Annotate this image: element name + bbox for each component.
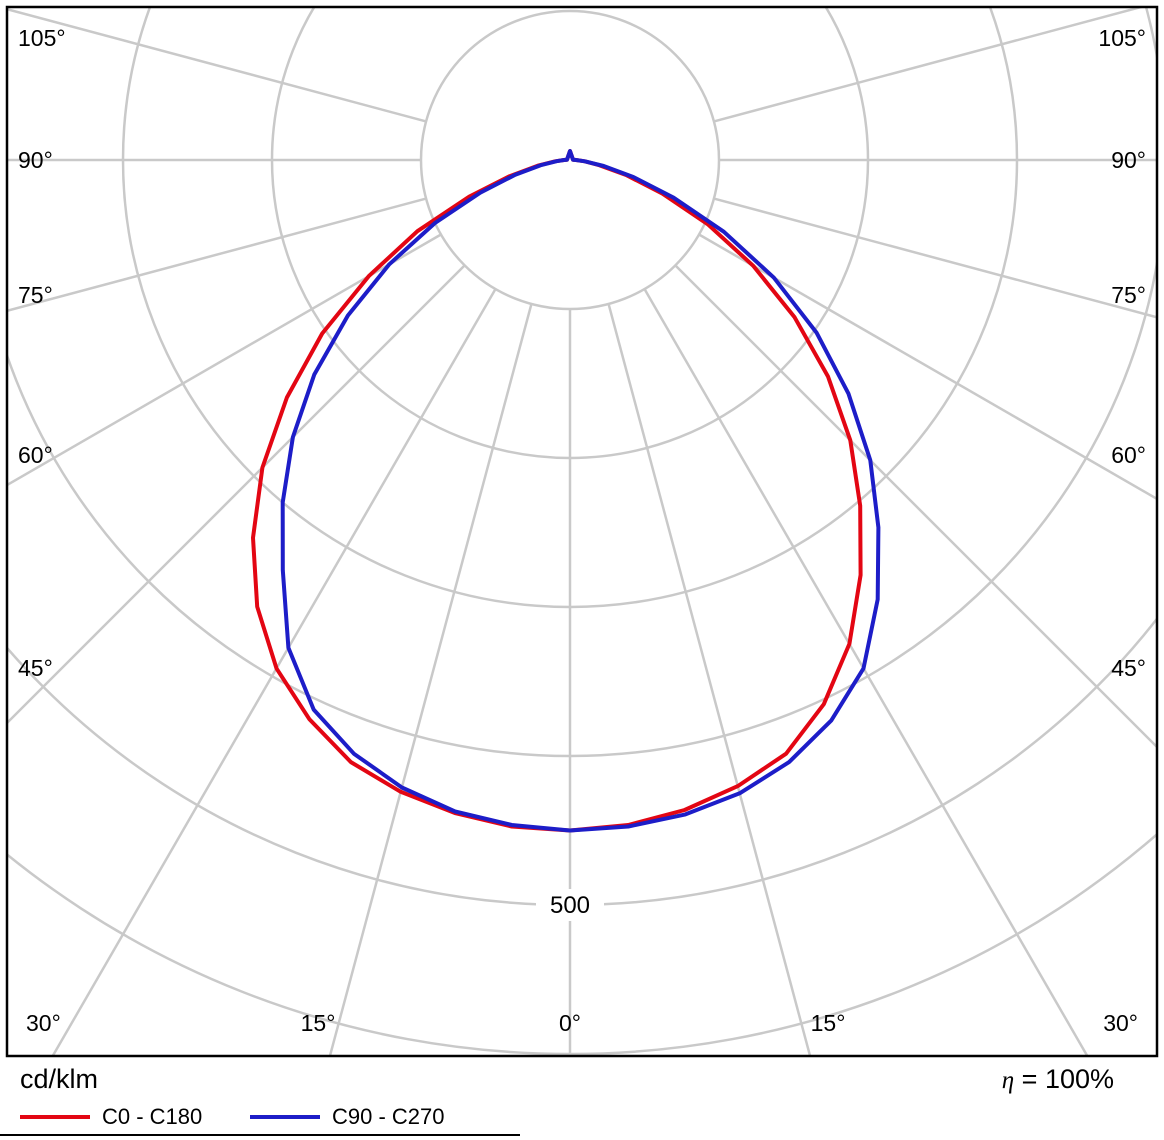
efficiency-equals: = [1021, 1064, 1038, 1094]
angle-label-bottom-left-30: 30° [26, 1010, 61, 1036]
grid-ray-30 [643, 288, 1089, 1056]
efficiency-value: 100% [1044, 1064, 1114, 1094]
grid-ray--45 [7, 264, 466, 725]
polar-intensity-chart: 500 105° 105° 90° 90° 75° 75° 60° 60° 45° 45° 30° 15… [5, 5, 1159, 1058]
grid-circle-500 [7, 616, 1157, 907]
unit-label: cd/klm [20, 1064, 99, 1094]
grid-ray--30 [51, 288, 497, 1056]
angle-label-left-75: 75° [18, 282, 53, 308]
angle-label-left-105: 105° [18, 25, 66, 51]
legend-line-red [20, 1115, 90, 1119]
angle-label-left-90: 90° [18, 147, 53, 173]
angle-label-left-45: 45° [18, 655, 53, 681]
grid-ray--60 [7, 233, 442, 487]
grid-circle-100 [419, 9, 721, 311]
angle-label-left-60: 60° [18, 442, 53, 468]
curve-c90-c270 [280, 149, 881, 833]
legend-label-c0-c180: C0 - C180 [102, 1104, 203, 1129]
angle-label-bottom-right-15: 15° [811, 1010, 846, 1036]
grid-ray-45 [674, 264, 1157, 749]
legend-label-c90-c270: C90 - C270 [332, 1104, 445, 1129]
efficiency-symbol: η [1001, 1067, 1015, 1094]
grid-ray--105 [7, 7, 427, 123]
curve-c0-c180 [251, 149, 863, 833]
grid-ray--75 [7, 197, 427, 313]
footer-divider [0, 1134, 520, 1136]
grid-ray-15 [607, 303, 812, 1056]
radial-label-mask [536, 889, 604, 921]
efficiency-readout: η = 100% [1002, 1064, 1114, 1095]
grid-ray-105 [713, 7, 1146, 123]
radial-axis-label: 500 [550, 892, 590, 919]
angle-label-right-90: 90° [1111, 147, 1146, 173]
legend-item-c90-c270: C90 - C270 [250, 1104, 445, 1130]
grid-ray--15 [328, 303, 533, 1056]
grid-circle-400 [7, 7, 1157, 758]
grid-ray-75 [713, 197, 1157, 319]
legend-item-c0-c180: C0 - C180 [20, 1104, 202, 1130]
angle-label-right-60: 60° [1111, 442, 1146, 468]
angle-label-right-75: 75° [1111, 282, 1146, 308]
angle-label-bottom-right-30: 30° [1103, 1010, 1138, 1036]
angle-label-bottom-left-15: 15° [301, 1010, 336, 1036]
angle-label-bottom-0: 0° [559, 1010, 581, 1036]
chart-frame [5, 5, 1159, 1058]
angle-label-right-45: 45° [1111, 655, 1146, 681]
angle-label-right-105: 105° [1098, 25, 1146, 51]
legend-line-blue [250, 1115, 320, 1119]
grid-ray-60 [698, 233, 1157, 501]
